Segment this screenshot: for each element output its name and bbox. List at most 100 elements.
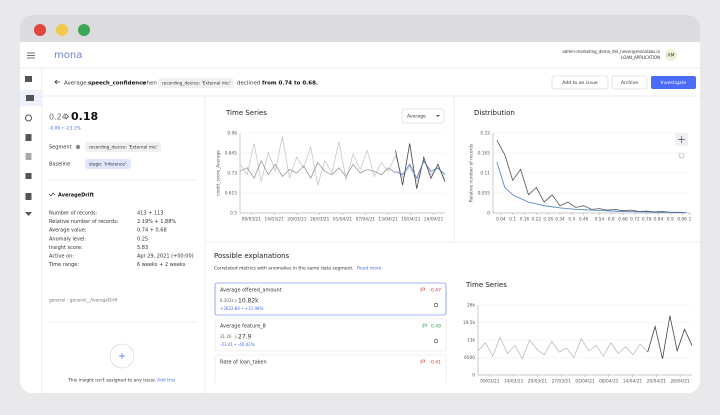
value-to: 0.18: [71, 110, 98, 123]
delta: -23.41 • -40.42%: [220, 342, 255, 347]
nav-icon[interactable]: [25, 76, 32, 82]
nav-icon[interactable]: [25, 193, 32, 200]
nav-icon[interactable]: [25, 134, 32, 141]
nav-icon[interactable]: [25, 212, 32, 216]
headline-metric: speech_confidence: [88, 81, 146, 87]
headline-when: when: [142, 81, 157, 87]
explanation-card[interactable]: [214, 282, 447, 316]
x-tick-label: 0.16: [520, 217, 530, 223]
info[interactable]: [75, 144, 81, 150]
avatar[interactable]: [665, 49, 677, 61]
x-tick-label: 20/04/21: [647, 379, 667, 385]
insight-path: general › general__AverageDrift: [49, 298, 118, 304]
insight-icon: [48, 192, 56, 197]
x-tick-label: 0.34: [555, 217, 565, 223]
headline-change: declined: [237, 81, 260, 87]
x-tick-label: 0.04: [496, 217, 506, 223]
row-label: Average value:: [49, 228, 87, 234]
arrow: [65, 113, 69, 120]
x-tick-label: 14/03/21: [504, 379, 524, 385]
y-tick-label: 0.055: [478, 191, 491, 197]
read-more[interactable]: Read more: [357, 266, 382, 272]
arrow: [234, 335, 237, 339]
section-title: Possible explanations: [214, 252, 290, 260]
menu[interactable]: [27, 52, 35, 59]
segment-value: recording_device: 'External mic': [89, 145, 158, 151]
email: admin-marketing_demo_del_never@monalabs.…: [562, 49, 660, 54]
x-tick-label: 0.84: [654, 217, 664, 223]
segment-chip: [158, 78, 234, 88]
explanation-score: 0.49: [431, 324, 441, 330]
from: 8.201k: [220, 298, 234, 303]
y-tick-label: 13k: [467, 338, 475, 344]
y-tick-label: 19.5k: [463, 320, 476, 326]
explanation-card[interactable]: [214, 354, 447, 387]
row-label: Relative number of records:: [49, 219, 119, 225]
back[interactable]: [54, 79, 60, 85]
chip: [85, 142, 161, 152]
row-label: Active on:: [49, 254, 74, 260]
icon: [678, 136, 685, 143]
inspect[interactable]: [433, 302, 439, 308]
investigate-button[interactable]: [651, 76, 696, 89]
x-tick-label: 0.4: [568, 217, 575, 223]
explanation-card[interactable]: [214, 318, 447, 352]
x-tick-label: 14/04/21: [623, 379, 643, 385]
unassigned: This insight isn't assigned to any issue…: [67, 378, 156, 384]
x-tick-label: 07/04/21: [356, 217, 376, 223]
add-link[interactable]: Add this: [157, 378, 176, 384]
sidebar: [20, 76, 42, 216]
chart-title: Time Series: [225, 109, 267, 117]
delta: +2622.84 • +31.98%: [220, 306, 264, 311]
minimize[interactable]: [56, 24, 68, 36]
headline-prefix: Average: [64, 81, 87, 87]
x-tick-label: 0.78: [642, 217, 652, 223]
headline-segment: recording_device: 'External mic': [162, 81, 231, 87]
y-tick-label: 0.615: [225, 191, 238, 197]
row-value: Apr 29, 2021 (+00:00): [137, 254, 194, 260]
avatar-initials: AM: [668, 53, 675, 59]
chip: [85, 159, 131, 169]
chart-title: Distribution: [474, 109, 515, 117]
explanation-name: Rate of loan_taken: [220, 360, 267, 366]
explanation-name: Average offered_amount: [220, 288, 282, 294]
archive-button[interactable]: [611, 75, 648, 90]
x-tick-label: 19/04/21: [401, 217, 421, 223]
inspect[interactable]: [433, 338, 439, 344]
y-tick-label: 0.11: [480, 171, 490, 177]
y-tick-label: 0.165: [478, 151, 491, 157]
row-value: 6 weeks + 2 weeks: [137, 262, 186, 268]
baseline-label: Baseline: [49, 162, 70, 168]
insight-name: AverageDrift: [58, 193, 95, 199]
row-value: 5.83: [137, 245, 148, 251]
aggregation-select[interactable]: [401, 108, 445, 124]
x-tick-label: 0.22: [532, 217, 542, 223]
nav-icon[interactable]: [25, 173, 32, 179]
series-line: [395, 143, 446, 189]
explanation-score: -0.41: [429, 360, 441, 366]
x-tick-label: 0.28: [543, 217, 553, 223]
nav-icon[interactable]: [25, 114, 32, 122]
explanation-list: Average offered_amount -0.47 8.201k 10.82k+…: [214, 282, 447, 387]
series-line: [647, 315, 693, 359]
section-subtitle: Correlated metrics with anomalies in the…: [214, 266, 354, 272]
maximize[interactable]: [78, 24, 90, 36]
close[interactable]: [34, 24, 46, 36]
x-tick-label: 20/03/21: [528, 379, 548, 385]
add-issue-button[interactable]: [551, 75, 609, 90]
explanation-score: -0.47: [429, 288, 441, 294]
segment-label: Segment: [49, 145, 72, 151]
nav-icon: [26, 95, 34, 101]
x-tick-label: 01/04/21: [333, 217, 353, 223]
flag: [420, 287, 426, 292]
y-tick-label: 0: [472, 373, 475, 379]
series-line: [395, 159, 446, 180]
y-tick-label: 0.5: [230, 211, 237, 217]
y-axis-label: Relative number of records: [469, 143, 475, 202]
x-tick-label: 26/03/21: [310, 217, 330, 223]
y-tick-label: 0.96: [227, 131, 237, 137]
series-line: [239, 136, 446, 186]
nav-icon[interactable]: [25, 153, 32, 160]
